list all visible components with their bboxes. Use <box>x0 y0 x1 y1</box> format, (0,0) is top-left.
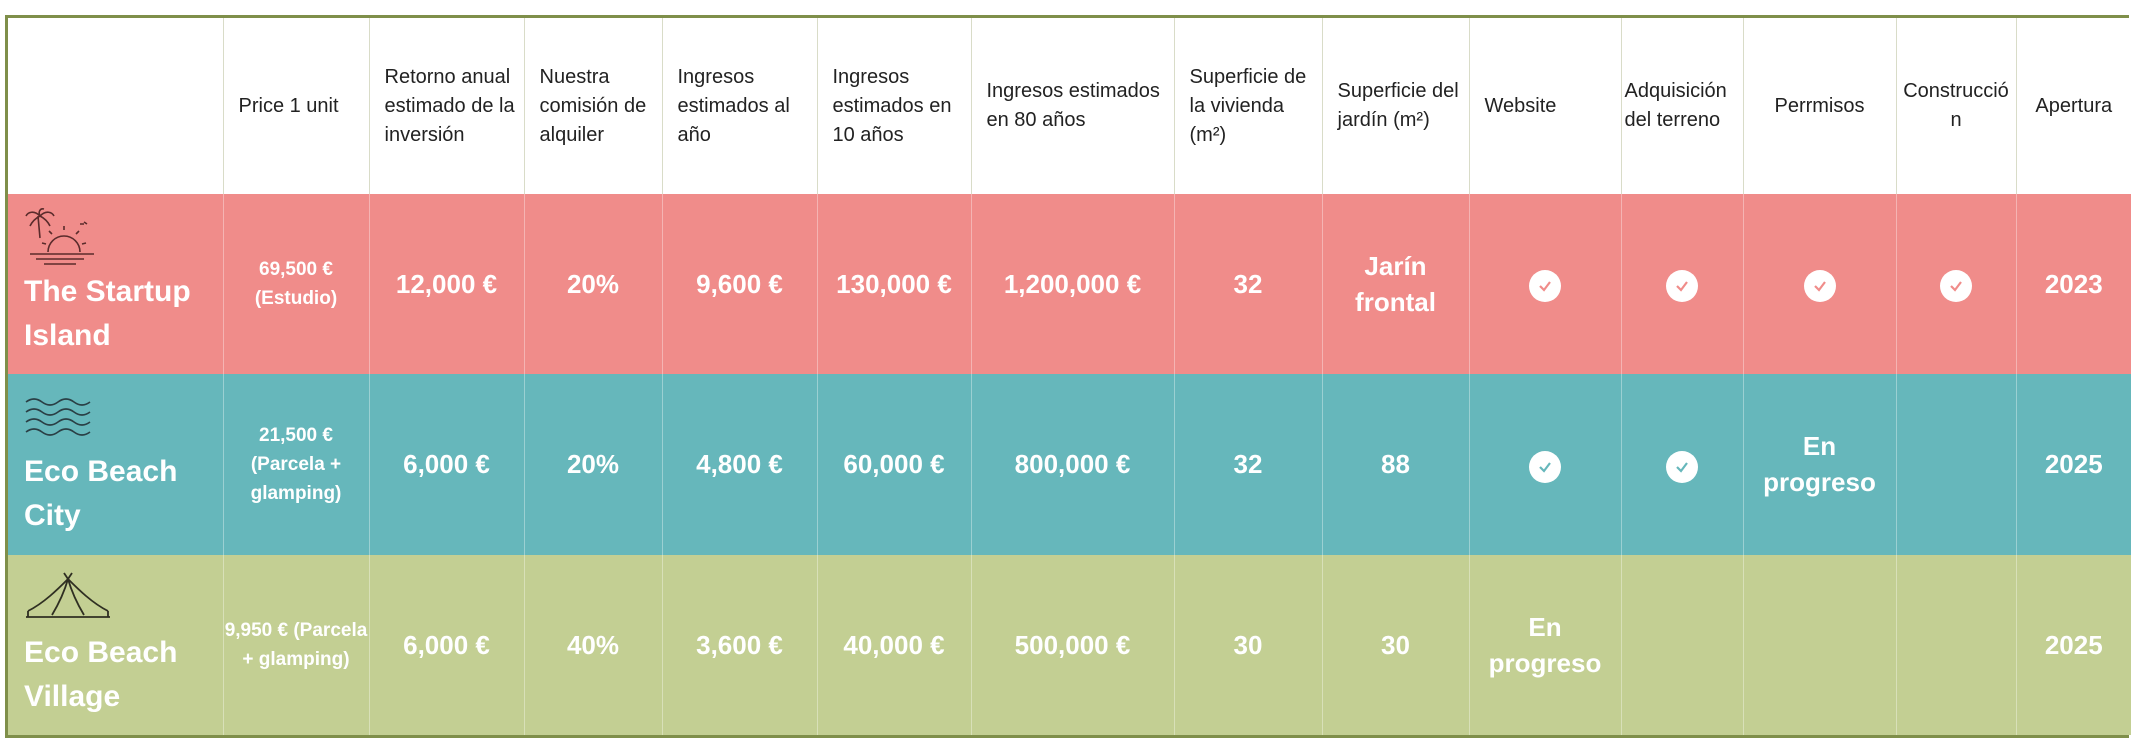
project-name: Eco Beach Village <box>24 635 178 713</box>
retorno-cell: 6,000 € <box>369 374 525 555</box>
header-cell-ingresos-10: Ingresos estimados en 10 años <box>817 18 972 194</box>
project-name-cell: Eco Beach City <box>8 374 224 555</box>
website-cell: En progreso <box>1469 554 1622 735</box>
comparison-table: Price 1 unit Retorno anual estimado de l… <box>8 18 2131 735</box>
permisos-cell <box>1743 194 1897 375</box>
retorno-cell: 6,000 € <box>369 554 525 735</box>
ingresos-ano-cell: 3,600 € <box>662 554 818 735</box>
price-cell: 21,500 € (Parcela + glamping) <box>223 374 370 555</box>
sup-jardin-cell: Jarín frontal <box>1322 194 1470 375</box>
header-cell-project <box>8 18 224 194</box>
price-cell: 9,950 € (Parcela + glamping) <box>223 554 370 735</box>
terreno-cell <box>1621 374 1744 555</box>
sup-vivienda-cell: 32 <box>1174 194 1323 375</box>
website-cell <box>1469 194 1622 375</box>
apertura-cell: 2025 <box>2044 629 2103 660</box>
check-icon <box>1666 270 1698 303</box>
header-cell-ingresos-ano: Ingresos estimados al año <box>662 18 818 194</box>
header-row: Price 1 unit Retorno anual estimado de l… <box>8 18 2131 194</box>
comparison-table-frame: Price 1 unit Retorno anual estimado de l… <box>5 15 2131 738</box>
check-icon <box>1529 450 1561 483</box>
project-name: Eco Beach City <box>24 455 178 533</box>
terreno-cell <box>1621 194 1744 375</box>
permisos-cell <box>1743 554 1897 735</box>
table-row: Eco Beach City 21,500 € (Parcela + glamp… <box>8 374 2131 555</box>
header-cell-ingresos-80: Ingresos estimados en 80 años <box>971 18 1175 194</box>
header-cell-sup-jardin: Superficie del jardín (m²) <box>1322 18 1470 194</box>
apertura-cell: 2023 <box>2044 269 2103 300</box>
header-cell-permisos: Perrmisos <box>1743 18 1897 194</box>
header-cell-terreno: Adquisición del terreno <box>1621 18 1744 194</box>
table-row: The Startup Island 69,500 € (Estudio) 12… <box>8 194 2131 375</box>
sup-vivienda-cell: 32 <box>1174 374 1323 555</box>
sup-jardin-cell: 88 <box>1322 374 1470 555</box>
header-cell-comision: Nuestra comisión de alquiler <box>524 18 663 194</box>
ingresos-10-cell: 40,000 € <box>817 554 972 735</box>
ingresos-80-cell: 800,000 € <box>971 374 1175 555</box>
header-cell-apertura: Apertura <box>2016 18 2131 194</box>
ingresos-10-cell: 60,000 € <box>817 374 972 555</box>
check-icon <box>1803 270 1836 303</box>
construccion-cell <box>1896 194 2017 375</box>
check-icon <box>1940 270 1972 303</box>
project-name-cell: Eco Beach Village <box>8 554 224 735</box>
header-cell-retorno: Retorno anual estimado de la inversión <box>369 18 525 194</box>
comision-cell: 40% <box>524 554 663 735</box>
check-icon <box>1666 450 1698 483</box>
ingresos-ano-cell: 9,600 € <box>662 194 818 375</box>
apertura-cell: 2025 <box>2044 449 2103 480</box>
header-cell-price: Price 1 unit <box>223 18 370 194</box>
tent-icon <box>24 569 223 629</box>
palm-sunset-icon <box>24 208 223 268</box>
construccion-cell <box>1896 374 2017 555</box>
ingresos-80-cell: 1,200,000 € <box>971 194 1175 375</box>
waves-icon <box>24 388 223 448</box>
terreno-cell <box>1621 554 1744 735</box>
price-cell: 69,500 € (Estudio) <box>223 194 370 375</box>
header-cell-website: Website <box>1469 18 1622 194</box>
header-cell-sup-vivienda: Superficie de la vivienda (m²) <box>1174 18 1323 194</box>
construccion-cell <box>1896 554 2017 735</box>
table-row: Eco Beach Village 9,950 € (Parcela + gla… <box>8 554 2131 735</box>
sup-vivienda-cell: 30 <box>1174 554 1323 735</box>
ingresos-10-cell: 130,000 € <box>817 194 972 375</box>
website-cell <box>1469 374 1622 555</box>
permisos-cell: En progreso <box>1743 374 1897 555</box>
comision-cell: 20% <box>524 194 663 375</box>
check-icon <box>1529 270 1561 303</box>
project-name: The Startup Island <box>24 275 191 352</box>
retorno-cell: 12,000 € <box>369 194 525 375</box>
sup-jardin-cell: 30 <box>1322 554 1470 735</box>
header-cell-construccion: Construcción <box>1896 18 2017 194</box>
ingresos-ano-cell: 4,800 € <box>662 374 818 555</box>
ingresos-80-cell: 500,000 € <box>971 554 1175 735</box>
project-name-cell: The Startup Island <box>8 194 224 375</box>
comision-cell: 20% <box>524 374 663 555</box>
